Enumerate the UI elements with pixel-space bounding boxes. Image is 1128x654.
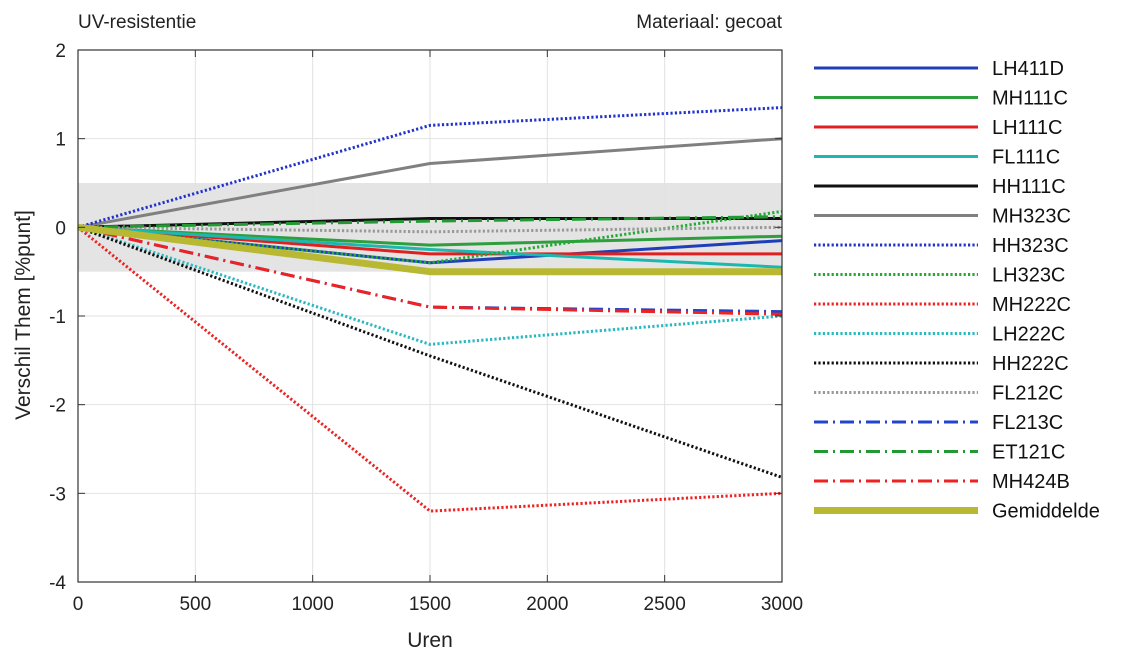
legend-label-gemiddelde: Gemiddelde [992,501,1100,523]
y-tick-label: 0 [55,218,66,239]
legend-label-hh323c: HH323C [992,235,1069,257]
x-tick-label: 1500 [409,594,451,615]
series-line-gemiddelde [77,223,782,276]
legend-label-lh111c: LH111C [992,117,1062,139]
y-tick-label: 2 [55,41,66,62]
series-line-mh323c [77,137,783,229]
x-tick-label: 2500 [644,594,686,615]
legend-label-mh424b: MH424B [992,471,1070,493]
y-tick-label: -3 [49,484,66,505]
series-line-hh222c [77,225,783,479]
x-tick-label: 2000 [526,594,568,615]
legend: LH411D MH111C LH111C FL111C HH111C MH323C HH32… [814,58,1100,523]
x-tick-label: 3000 [761,594,803,615]
legend-label-mh323c: MH323C [992,206,1071,228]
legend-label-fl111c: FL111C [992,147,1060,169]
series-line-et121c [77,215,783,229]
y-tick-label: -2 [49,396,66,417]
legend-label-mh111c: MH111C [992,88,1068,110]
legend-label-fl213c: FL213C [992,412,1063,434]
legend-label-et121c: ET121C [992,442,1065,464]
plot-area: 0 500 1000 1500 2000 2500 3000 2 1 0 -1 -2 -3 -4 [49,41,803,615]
legend-label-hh111c: HH111C [992,176,1066,198]
legend-label-lh222c: LH222C [992,324,1065,346]
series-line-lh222c [77,225,783,346]
x-tick-label: 0 [73,594,84,615]
legend-label-hh222c: HH222C [992,353,1069,375]
chart-title-right: Materiaal: gecoat [636,12,782,33]
x-tick-label: 1000 [292,594,334,615]
legend-label-lh411d: LH411D [992,58,1064,80]
y-tick-label: 1 [55,130,66,151]
y-tick-label: -4 [49,573,66,594]
legend-label-mh222c: MH222C [992,294,1071,316]
series-line-mh222c [77,226,783,513]
series-line-hh323c [77,106,783,229]
x-axis-label: Uren [407,629,453,652]
legend-label-lh323c: LH323C [992,265,1065,287]
series-line-fl111c [77,225,783,269]
x-tick-label: 500 [179,594,211,615]
y-axis-label: Verschil Them [%punt] [12,210,35,420]
y-tick-label: -1 [49,307,66,328]
legend-label-fl212c: FL212C [992,383,1063,405]
chart-title-left: UV-resistentie [78,12,196,33]
series-line-fl212c [77,225,783,234]
